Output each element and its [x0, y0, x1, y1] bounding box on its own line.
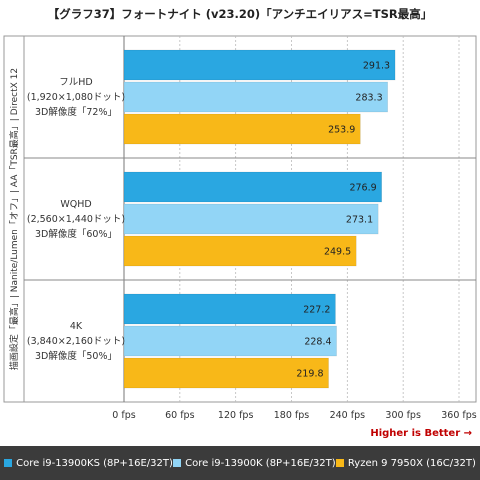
x-tick-label-2: 120 fps	[218, 410, 254, 421]
legend-item-13900ks: Core i9-13900KS (8P+16E/32T)	[4, 458, 173, 469]
bar-2-2	[123, 357, 329, 389]
legend-label-7950x: Ryzen 9 7950X (16C/32T)	[347, 457, 476, 469]
x-tick-label-4: 240 fps	[330, 410, 366, 421]
bar-1-1	[123, 203, 379, 235]
higher-is-better-note: Higher is Better →	[370, 428, 472, 439]
bar-label-2-2: 219.8	[296, 369, 323, 380]
bar-label-0-1: 283.3	[355, 93, 382, 104]
legend-item-13900k: Core i9-13900K (8P+16E/32T)	[173, 457, 336, 469]
legend-item-7950x: Ryzen 9 7950X (16C/32T)	[335, 457, 476, 469]
bar-0-0	[123, 49, 396, 81]
category-label-1-1: (2,560×1,440ドット)	[27, 214, 125, 225]
bar-label-1-2: 249.5	[324, 247, 351, 258]
category-label-0-1: (1,920×1,080ドット)	[27, 92, 125, 103]
bar-label-2-0: 227.2	[303, 305, 330, 316]
bar-0-1	[123, 81, 388, 113]
category-label-2-0: 4K	[70, 321, 83, 332]
bar-2-1	[123, 325, 337, 357]
category-label-1-2: 3D解像度「60%」	[35, 228, 117, 240]
bar-2-0	[123, 293, 336, 325]
x-tick-label-3: 180 fps	[274, 410, 310, 421]
category-label-0-0: フルHD	[59, 77, 92, 88]
bar-0-2	[123, 113, 361, 145]
chart-title: 【グラフ37】フォートナイト (v23.20)「アンチエイリアス=TSR最高」	[47, 7, 433, 21]
bar-label-2-1: 228.4	[304, 337, 331, 348]
legend-swatch-13900ks	[4, 459, 13, 467]
x-tick-label-1: 60 fps	[165, 410, 194, 421]
x-tick-label-5: 300 fps	[385, 410, 421, 421]
bar-label-0-0: 291.3	[363, 61, 390, 72]
bar-label-1-1: 273.1	[346, 215, 373, 226]
legend-swatch-13900k	[173, 459, 182, 467]
category-label-2-1: (3,840×2,160ドット)	[27, 336, 125, 347]
bar-label-0-2: 253.9	[328, 125, 355, 136]
bar-label-1-0: 276.9	[349, 183, 376, 194]
bar-1-0	[123, 171, 382, 203]
legend: Core i9-13900KS (8P+16E/32T) Core i9-139…	[0, 446, 480, 480]
bar-1-2	[123, 235, 357, 267]
legend-swatch-7950x	[335, 459, 344, 467]
side-label: 描画設定「最高」| Nanite/Lumen「オフ」| AA「TSR最高」| D…	[8, 68, 20, 370]
category-label-2-2: 3D解像度「50%」	[35, 350, 117, 362]
category-label-0-2: 3D解像度「72%」	[35, 106, 117, 118]
category-label-1-0: WQHD	[60, 199, 91, 210]
x-tick-label-6: 360 fps	[441, 410, 477, 421]
x-tick-label-0: 0 fps	[112, 410, 135, 421]
bar-chart: 描画設定「最高」| Nanite/Lumen「オフ」| AA「TSR最高」| D…	[3, 35, 477, 421]
legend-label-13900k: Core i9-13900K (8P+16E/32T)	[185, 457, 336, 469]
legend-label-13900ks: Core i9-13900KS (8P+16E/32T)	[16, 457, 173, 469]
